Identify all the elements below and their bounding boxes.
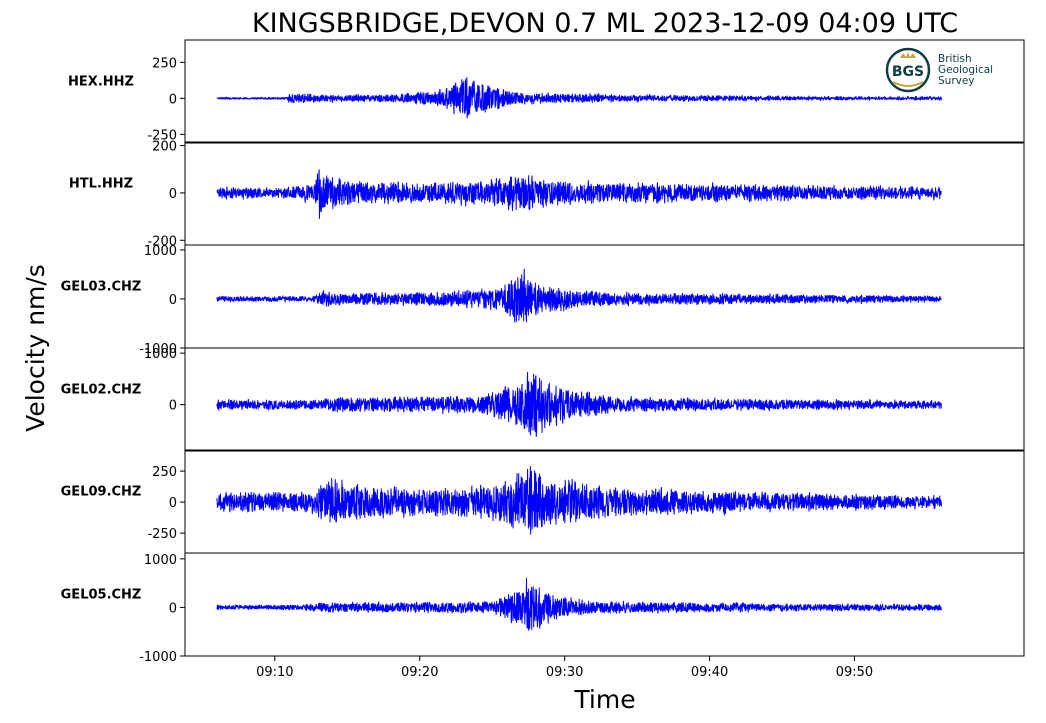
station-label: GEL03.CHZ: [61, 279, 142, 294]
waveform-htl-hhz: [216, 169, 942, 220]
y-tick-label: 0: [169, 187, 177, 202]
logo-swoosh: [892, 81, 924, 87]
y-tick-label: 1000: [144, 347, 177, 362]
waveform-hex-hhz: [216, 77, 942, 119]
y-tick-label: 200: [152, 140, 177, 155]
panel-hex-hhz: 250 0 -250 HEX.HHZ: [68, 39, 1025, 144]
y-tick-label: -1000: [139, 342, 177, 357]
x-tick-label: 09:10: [256, 665, 293, 680]
y-tick-label: -250: [147, 527, 177, 542]
x-tick-label: 09:20: [401, 665, 438, 680]
x-tick-label: 09:50: [836, 665, 873, 680]
station-label: GEL05.CHZ: [61, 587, 142, 602]
y-tick-label: -200: [147, 234, 177, 249]
station-label: GEL09.CHZ: [61, 484, 142, 499]
panel-htl-hhz: 200 0 -200 HTL.HHZ: [69, 140, 1025, 249]
logo-text-line: Survey: [938, 75, 975, 87]
x-axis-label: Time: [573, 685, 635, 714]
logo-letters: BGS: [892, 64, 924, 80]
waveform-gel03-chz: [216, 268, 942, 323]
logo-text-line: British: [938, 53, 972, 65]
waveform-gel05-chz: [216, 577, 942, 631]
y-tick-label: 0: [169, 496, 177, 511]
chart-title: KINGSBRIDGE,DEVON 0.7 ML 2023-12-09 04:0…: [252, 8, 958, 39]
panel-gel03-chz: 1000 0 -1000 GEL03.CHZ: [61, 244, 1025, 357]
panel-frame: [184, 39, 1025, 144]
panel-frame: [184, 552, 1025, 657]
station-label: HEX.HHZ: [68, 74, 134, 89]
trace-panels: 250 0 -250 HEX.HHZ 200 0 -200 HTL.HHZ 1000 0 -1000…: [61, 39, 1025, 665]
y-tick-label: 1000: [144, 244, 177, 259]
panel-gel09-chz: 250 0 -250 GEL09.CHZ: [61, 449, 1025, 554]
y-tick-label: -250: [147, 128, 177, 143]
logo-ring: [885, 47, 931, 93]
x-tick-label: 09:30: [546, 665, 583, 680]
y-tick-label: 250: [152, 56, 177, 71]
y-tick-label: 250: [152, 465, 177, 480]
logo-text-line: Geological: [938, 64, 993, 76]
y-tick-label: -1000: [139, 650, 177, 665]
panel-gel02-chz: 1000 0 GEL02.CHZ: [61, 347, 1025, 452]
station-label: GEL02.CHZ: [61, 382, 142, 397]
y-axis-label: Velocity nm/s: [21, 264, 50, 432]
y-tick-label: 0: [169, 293, 177, 308]
y-tick-label: 0: [169, 601, 177, 616]
panel-gel05-chz: 1000 0 -1000 GEL05.CHZ: [61, 552, 1025, 665]
x-tick-label: 09:40: [691, 665, 728, 680]
x-axis: 09:10 09:20 09:30 09:40 09:50: [256, 656, 873, 680]
crown-icon: [900, 52, 916, 58]
waveform-gel09-chz: [216, 465, 942, 535]
y-tick-label: 1000: [144, 553, 177, 568]
y-tick-label: 0: [169, 92, 177, 107]
waveform-gel02-chz: [216, 372, 942, 437]
station-label: HTL.HHZ: [69, 176, 133, 191]
panel-frame: [184, 347, 1025, 452]
y-tick-label: 0: [169, 399, 177, 414]
